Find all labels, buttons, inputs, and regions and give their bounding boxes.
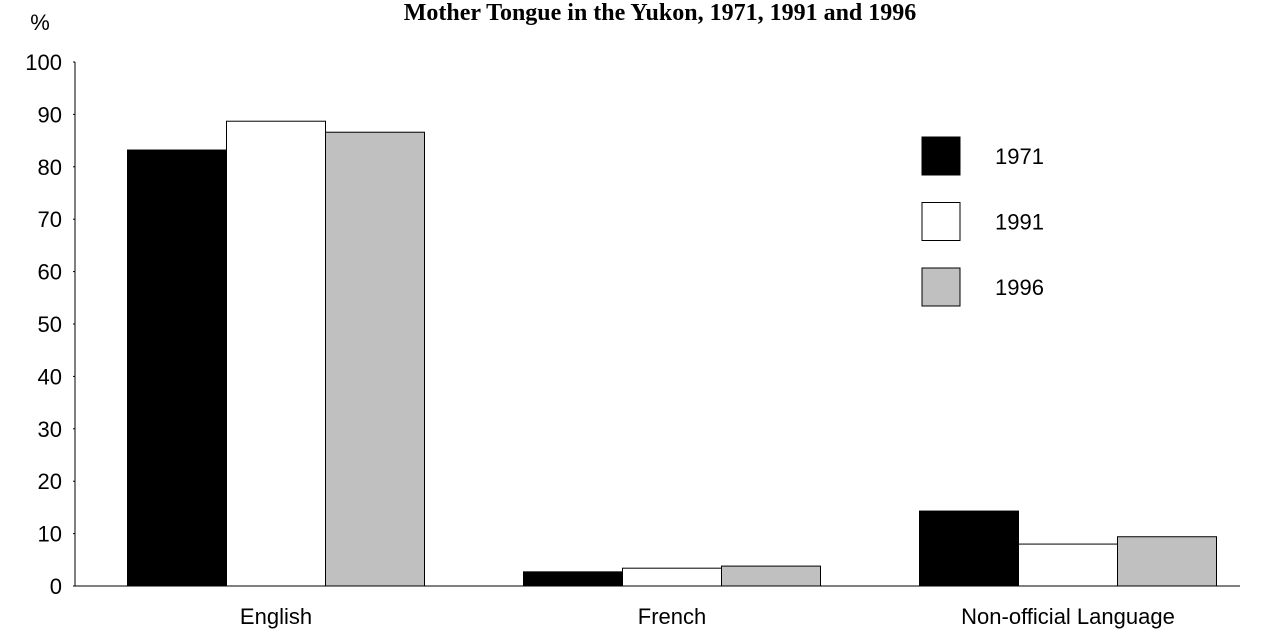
y-tick-label: 80	[38, 155, 62, 180]
bar	[1018, 543, 1118, 587]
x-tick-label: French	[638, 604, 706, 629]
y-tick-label: 20	[38, 469, 62, 494]
y-tick-label: 90	[38, 102, 62, 127]
bar	[622, 567, 722, 587]
legend-swatch	[921, 202, 961, 241]
legend-label: 1991	[995, 210, 1044, 235]
y-tick-label: 30	[38, 417, 62, 442]
x-tick-label: English	[240, 604, 312, 629]
bar	[127, 149, 227, 587]
x-tick-label: Non-official Language	[961, 604, 1175, 629]
bar	[523, 571, 623, 587]
y-tick-label: 0	[50, 574, 62, 599]
bar	[919, 510, 1019, 587]
y-tick-label: 60	[38, 260, 62, 285]
legend-swatch	[921, 267, 961, 307]
bar	[226, 120, 326, 587]
bar	[721, 565, 821, 587]
y-tick-label: 100	[25, 50, 62, 75]
legend-swatch	[921, 136, 961, 176]
y-axis-label: %	[30, 10, 50, 35]
bar	[1117, 536, 1217, 587]
y-tick-label: 40	[38, 364, 62, 389]
y-tick-label: 50	[38, 312, 62, 337]
bar	[325, 131, 425, 587]
legend-label: 1971	[995, 144, 1044, 169]
y-tick-label: 10	[38, 522, 62, 547]
chart-title: Mother Tongue in the Yukon, 1971, 1991 a…	[404, 0, 917, 26]
legend-label: 1996	[995, 275, 1044, 300]
y-tick-label: 70	[38, 207, 62, 232]
